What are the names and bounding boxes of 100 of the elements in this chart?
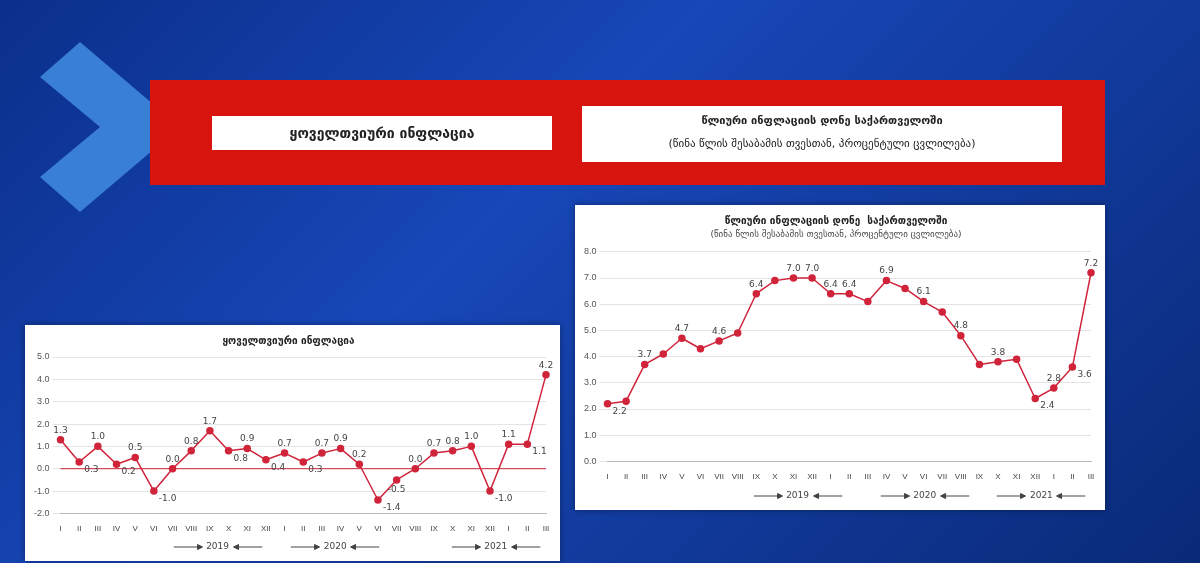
x-tick-label: I: [283, 524, 286, 534]
point: [994, 358, 1002, 366]
point: [1031, 394, 1039, 403]
point: [622, 397, 630, 405]
x-tick-label: X: [225, 524, 232, 534]
point: [374, 496, 382, 504]
point: [640, 360, 649, 369]
data-label: 2.4: [1040, 400, 1055, 411]
point: [975, 360, 984, 369]
x-tick-label: IV: [336, 524, 346, 534]
x-tick-label: III: [1087, 472, 1095, 482]
x-tick-label: VI: [696, 472, 705, 482]
point: [1068, 363, 1077, 371]
text: 2021: [484, 541, 508, 551]
point: [206, 426, 214, 435]
point: [826, 289, 835, 298]
x-tick-label: II: [623, 472, 629, 482]
data-label: 0.7: [277, 437, 292, 448]
y-tick-label: 1.0: [36, 440, 50, 451]
y-tick-label: -2.0: [33, 507, 50, 518]
x-tick-label: X: [995, 472, 1002, 482]
y-tick-label: 8.0: [584, 246, 597, 257]
point: [957, 331, 965, 340]
point: [131, 453, 139, 462]
x-tick-label: II: [525, 524, 530, 534]
data-label: 6.4: [823, 278, 839, 289]
x-tick-label: III: [542, 524, 550, 534]
y-tick-label: 3.0: [36, 396, 50, 407]
data-label: 1.0: [464, 431, 479, 442]
data-label: 0.8: [184, 435, 199, 446]
point: [355, 460, 364, 468]
data-label: 7.0: [786, 262, 801, 273]
data-label: 3.7: [637, 349, 652, 360]
point: [430, 449, 438, 457]
point: [75, 458, 83, 466]
point: [187, 447, 195, 455]
point: [486, 487, 494, 495]
data-label: 0.0: [165, 453, 180, 464]
x-tick-label: IX: [206, 524, 215, 534]
x-tick-label: IX: [430, 524, 439, 534]
data-label: -0.5: [387, 483, 406, 494]
point: [392, 476, 401, 484]
point: [262, 456, 270, 464]
data-label: 0.7: [426, 437, 442, 448]
y-tick-label: -1.0: [33, 485, 50, 496]
data-label: 1.1: [501, 428, 516, 439]
x-tick-label: I: [59, 524, 62, 534]
point: [542, 371, 550, 379]
x-tick-label: II: [76, 524, 82, 534]
data-label: 0.2: [121, 466, 136, 477]
data-label: 0.0: [408, 453, 423, 464]
point: [715, 337, 723, 345]
data-label: 7.2: [1083, 257, 1099, 268]
point: [1012, 355, 1021, 363]
point: [919, 297, 928, 306]
point: [1050, 384, 1058, 392]
text: 2020: [913, 490, 937, 500]
data-label: 0.2: [352, 449, 367, 460]
data-label: 4.6: [711, 325, 727, 336]
text: 2021: [1029, 490, 1053, 500]
data-label: 0.9: [333, 433, 349, 444]
point: [94, 442, 102, 451]
x-tick-label: VIII: [185, 524, 198, 534]
x-tick-label: XI: [1012, 472, 1021, 482]
x-tick-label: V: [132, 524, 139, 534]
data-label: 1.0: [90, 431, 106, 442]
data-label: 4.7: [674, 323, 690, 334]
text: 2019: [786, 490, 810, 500]
y-tick-label: 2.0: [36, 418, 50, 429]
x-tick-label: VI: [150, 524, 158, 534]
data-label: 0.8: [445, 435, 461, 446]
y-tick-label: 5.0: [36, 351, 50, 362]
x-tick-label: VI: [374, 524, 382, 534]
data-label: 3.6: [1077, 368, 1092, 379]
x-tick-label: IV: [882, 472, 891, 482]
y-tick-label: 4.0: [584, 351, 597, 362]
data-label: 4.2: [538, 359, 554, 370]
point: [411, 464, 420, 473]
x-tick-label: IX: [752, 472, 761, 482]
point: [504, 440, 513, 448]
x-tick-label: VII: [391, 524, 402, 534]
data-label: 1.3: [53, 424, 68, 435]
point: [224, 447, 233, 455]
text: 2020: [323, 541, 347, 551]
x-tick-label: VI: [919, 472, 928, 482]
point: [733, 329, 742, 337]
x-tick-label: V: [679, 472, 686, 482]
chart-title: წლიური ინფლაციის დონე საქართველოში: [724, 214, 948, 226]
y-tick-label: 4.0: [36, 373, 50, 384]
point: [882, 276, 891, 285]
point: [299, 458, 307, 466]
x-tick-label: VIII: [954, 472, 967, 482]
data-label: 7.0: [804, 262, 820, 273]
y-tick-label: 7.0: [584, 272, 597, 283]
point: [659, 350, 668, 358]
x-tick-label: II: [301, 524, 306, 534]
point: [523, 440, 532, 448]
data-label: 1.1: [532, 445, 547, 456]
point: [1087, 269, 1095, 277]
data-label: 2.2: [612, 405, 627, 416]
